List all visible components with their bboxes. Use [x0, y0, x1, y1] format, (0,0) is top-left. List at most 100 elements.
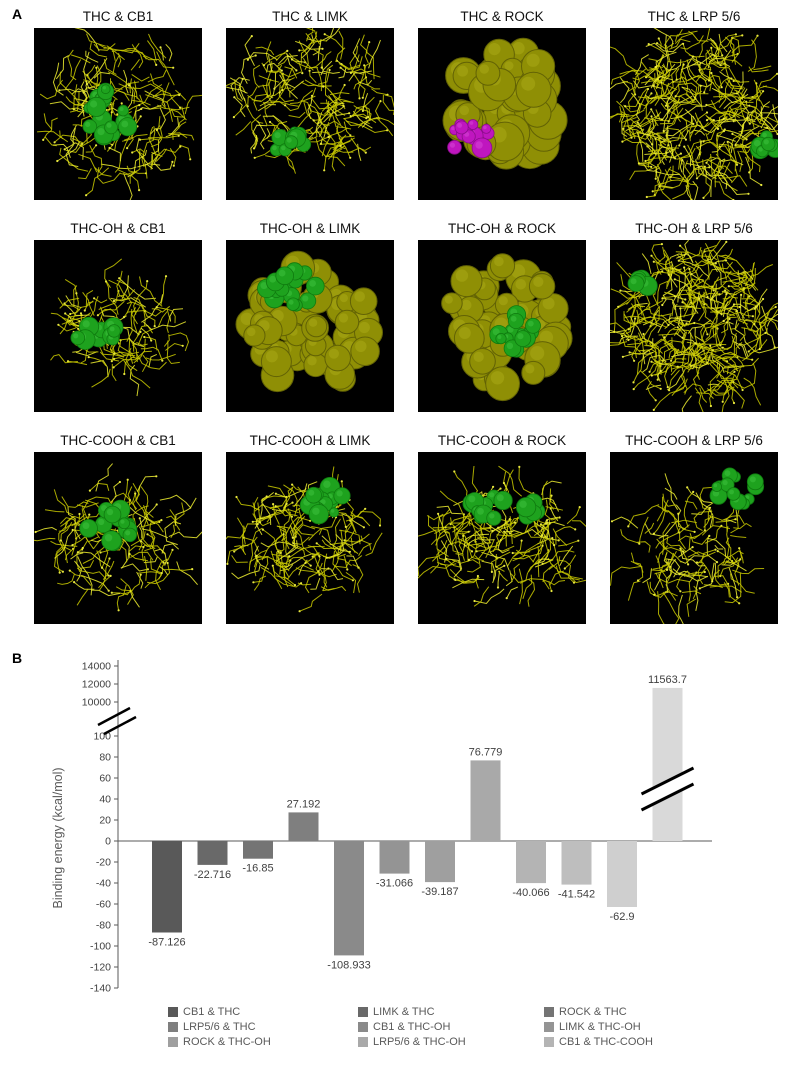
molecule-render: [34, 463, 202, 612]
mol-title: THC-COOH & LIMK: [249, 433, 371, 448]
bar: [516, 841, 546, 884]
legend-swatch: [168, 1022, 178, 1032]
molecule-render: [610, 467, 765, 624]
molecular-docking-image: [34, 28, 202, 200]
bar-value-label: -16.85: [242, 863, 273, 875]
y-tick-label: -100: [90, 941, 111, 953]
bar: [652, 687, 683, 841]
binding-energy-chart: 14000 12000 10000 100 80 60 40 20 0 -20 -40 -60 -80-…: [40, 652, 770, 1004]
legend-label: ROCK & THC-OH: [183, 1036, 271, 1048]
molecule-render: [610, 240, 778, 412]
axis-break-mark: [103, 715, 137, 736]
molecular-docking-image: [610, 452, 778, 624]
bar: [425, 841, 455, 883]
bar-break-mark: [640, 766, 695, 796]
legend-item: CB1 & THC: [168, 1006, 358, 1018]
molecule-render: [442, 37, 568, 170]
y-tick-label: 80: [99, 752, 111, 764]
bar-value-label: -40.066: [512, 887, 549, 899]
legend-label: ROCK & THC: [559, 1006, 627, 1018]
legend-item: CB1 & THC-OH: [358, 1021, 544, 1033]
bar-value-label: -87.126: [148, 937, 185, 949]
legend-label: CB1 & THC-COOH: [559, 1036, 653, 1048]
y-tick-label: 10000: [82, 697, 111, 709]
legend-label: LIMK & THC-OH: [559, 1021, 641, 1033]
molecular-docking-image: [34, 452, 202, 624]
molecular-docking-image: [418, 452, 586, 624]
legend-item: ROCK & THC-OH: [168, 1036, 358, 1048]
bar: [607, 841, 637, 907]
mol-cell: THC-OH & LIMK: [226, 218, 394, 412]
bar-value-label: -22.716: [194, 869, 231, 881]
bar-value-label: -62.9: [609, 911, 634, 923]
molecule-render: [226, 466, 383, 613]
bar-value-label: -39.187: [421, 886, 458, 898]
legend-swatch: [358, 1037, 368, 1047]
y-tick-label: -80: [96, 920, 111, 932]
bar-chart-svg: 140001200010000100806040200-20-40-60-80-…: [51, 660, 712, 995]
legend-label: LRP5/6 & THC: [183, 1021, 256, 1033]
molecular-docking-image: [226, 28, 394, 200]
y-tick-label: 0: [105, 836, 111, 848]
bar: [561, 841, 592, 885]
mol-title: THC & CB1: [82, 9, 154, 24]
panel-a-grid: THC & CB1 THC & LIMK THC & ROCK THC & LRP 5…: [34, 6, 778, 624]
panel-a-label: A: [12, 6, 23, 22]
legend-swatch: [168, 1037, 178, 1047]
bar-value-label: -41.542: [558, 889, 595, 901]
legend-label: LRP5/6 & THC-OH: [373, 1036, 466, 1048]
y-tick-label: 40: [99, 794, 111, 806]
bar-value-label: -31.066: [376, 878, 413, 890]
legend-item: CB1 & THC-COOH: [544, 1036, 719, 1048]
mol-title: THC & LIMK: [272, 9, 348, 24]
bar: [334, 841, 364, 956]
mol-cell: THC & LIMK: [226, 6, 394, 200]
bar: [197, 841, 228, 865]
axis-break-mark: [97, 706, 131, 727]
legend-label: CB1 & THC: [183, 1006, 241, 1018]
legend-swatch: [544, 1007, 554, 1017]
chart-legend: CB1 & THC LIMK & THC ROCK & THC LRP5/6 & TH…: [168, 1006, 719, 1048]
y-tick-label: -40: [96, 878, 111, 890]
y-tick-label: -120: [90, 962, 111, 974]
molecule-render: [37, 28, 202, 200]
mol-cell: THC-COOH & LIMK: [226, 430, 394, 624]
bar: [379, 841, 410, 874]
mol-cell: THC & ROCK: [418, 6, 586, 200]
legend-swatch: [544, 1037, 554, 1047]
bar: [152, 841, 182, 933]
y-tick-label: 60: [99, 773, 111, 785]
mol-cell: THC-OH & CB1: [34, 218, 202, 412]
legend-swatch: [358, 1022, 368, 1032]
legend-swatch: [358, 1007, 368, 1017]
y-tick-label: -20: [96, 857, 111, 869]
bar: [288, 812, 319, 841]
mol-title: THC-COOH & ROCK: [437, 433, 567, 448]
legend-label: CB1 & THC-OH: [373, 1021, 451, 1033]
legend-swatch: [168, 1007, 178, 1017]
legend-item: ROCK & THC: [544, 1006, 719, 1018]
molecule-render: [441, 253, 573, 402]
molecule-render: [235, 250, 383, 393]
mol-cell: THC-COOH & ROCK: [418, 430, 586, 624]
bar-break-gap: [643, 768, 692, 808]
molecule-render: [418, 465, 586, 607]
mol-cell: THC & LRP 5/6: [610, 6, 778, 200]
bar: [243, 841, 273, 859]
bar-value-label: 11563.7: [648, 674, 687, 686]
molecule-render: [50, 258, 190, 397]
bar-value-label: 76.779: [469, 746, 503, 758]
legend-swatch: [544, 1022, 554, 1032]
y-axis-title: Binding energy (kcal/mol): [51, 767, 65, 908]
mol-cell: THC-COOH & LRP 5/6: [610, 430, 778, 624]
mol-title: THC-COOH & CB1: [60, 433, 176, 448]
mol-title: THC-OH & LRP 5/6: [635, 221, 753, 236]
bar: [470, 760, 501, 841]
y-tick-label: -140: [90, 983, 111, 995]
molecular-docking-image: [610, 240, 778, 412]
y-tick-label: 20: [99, 815, 111, 827]
molecular-docking-image: [226, 452, 394, 624]
molecular-docking-image: [418, 28, 586, 200]
legend-item: LRP5/6 & THC-OH: [358, 1036, 544, 1048]
bar-value-label: -108.933: [327, 959, 370, 971]
